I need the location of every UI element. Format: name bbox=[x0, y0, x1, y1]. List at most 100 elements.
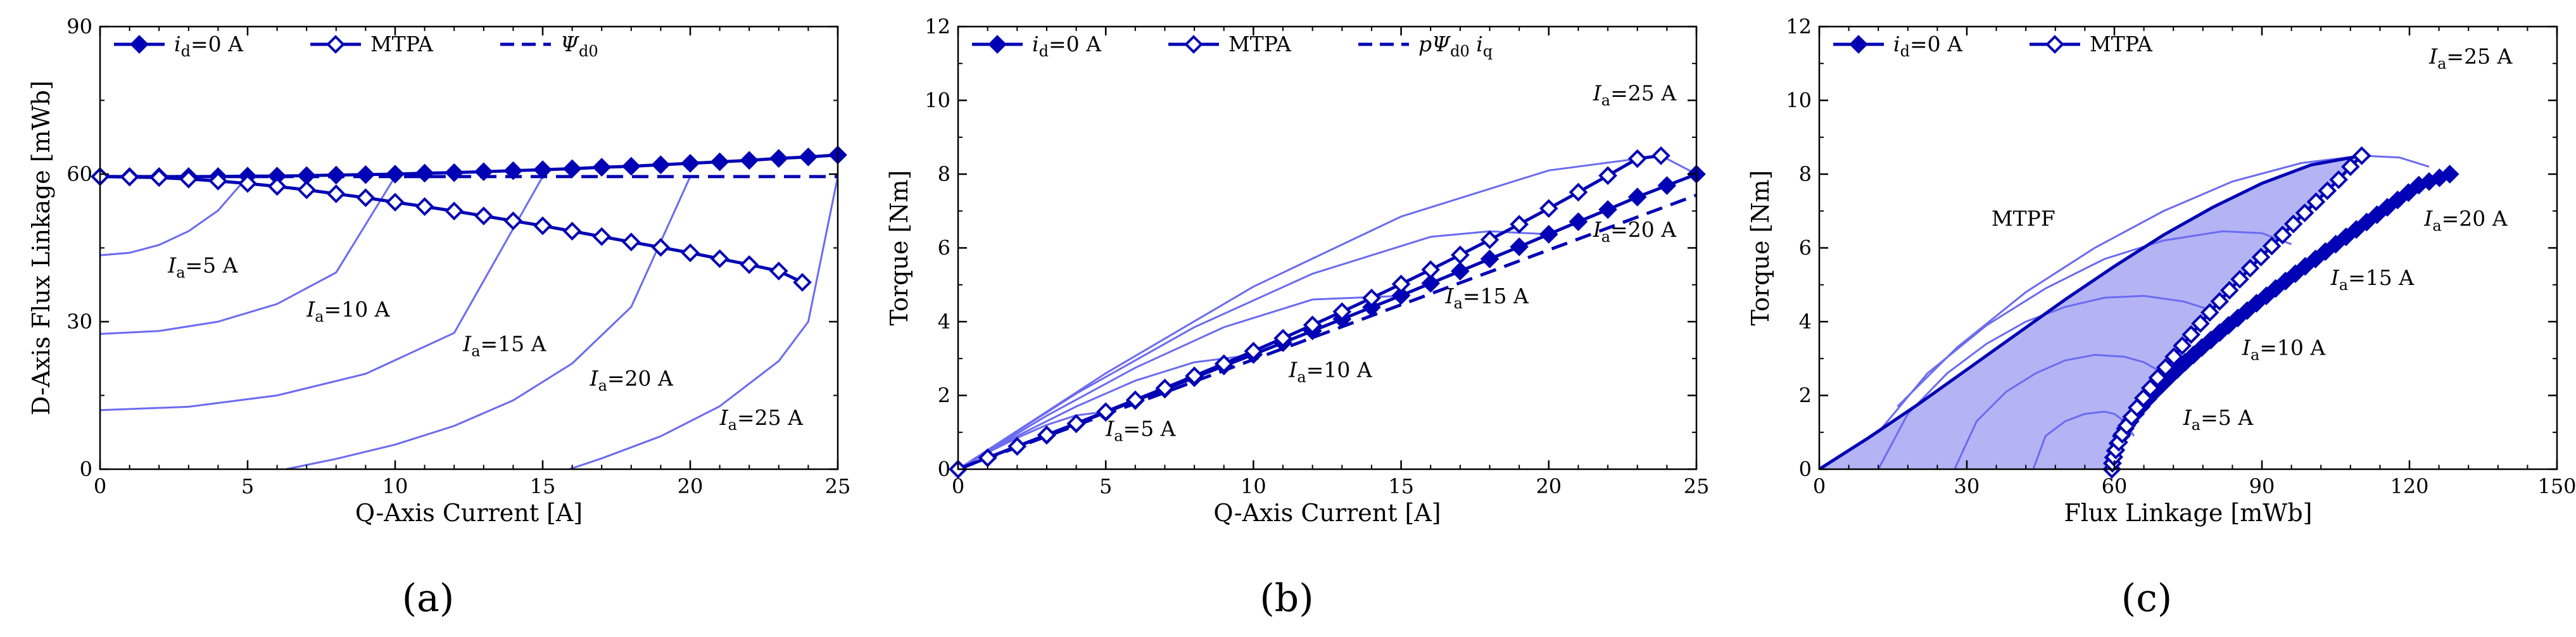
x-axis-label: Flux Linkage [mWb] bbox=[2064, 499, 2312, 527]
x-tick-label: 25 bbox=[1684, 474, 1710, 498]
legend-label: Ψd0 bbox=[560, 32, 598, 60]
data-point-marker bbox=[1510, 237, 1529, 256]
mtpf-region bbox=[1819, 155, 2362, 469]
panel-a-label: (a) bbox=[402, 576, 455, 621]
data-point-marker bbox=[1569, 182, 1588, 202]
data-point-marker bbox=[2440, 165, 2459, 184]
x-tick-label: 10 bbox=[1241, 474, 1266, 498]
panel-b-chart: 0 5 10 15 20 25 0 2 4 6 8 10 12 Q-Axis Current [A] Tor… bbox=[885, 15, 1709, 527]
data-point-marker bbox=[2219, 281, 2239, 300]
data-point-marker bbox=[2173, 336, 2192, 355]
y-axis-label: Torque [Nm] bbox=[885, 170, 913, 326]
data-point-marker bbox=[2388, 190, 2408, 210]
data-point-marker bbox=[415, 197, 434, 217]
data-point-marker bbox=[740, 255, 759, 274]
data-point-marker bbox=[267, 177, 287, 196]
y-tick-label: 90 bbox=[66, 15, 92, 39]
series-i-d-0-a bbox=[100, 153, 838, 179]
data-point-marker bbox=[1096, 402, 1116, 421]
series-mtpa bbox=[958, 154, 1662, 469]
x-tick-label: 15 bbox=[1388, 474, 1414, 498]
axes-frame bbox=[99, 25, 839, 470]
x-tick-label: 60 bbox=[2102, 474, 2128, 498]
annotation-i-a-10-a: Ia=10 A bbox=[1288, 357, 1372, 386]
data-point-marker bbox=[1185, 366, 1204, 386]
data-point-marker bbox=[356, 188, 376, 208]
x-axis-label: Q-Axis Current [A] bbox=[1213, 499, 1441, 527]
x-tick-label: 0 bbox=[94, 474, 106, 498]
data-point-marker bbox=[769, 262, 788, 281]
data-point-marker bbox=[386, 165, 405, 184]
y-tick-label: 4 bbox=[938, 310, 950, 334]
data-point-marker bbox=[445, 201, 464, 221]
y-tick-label: 10 bbox=[925, 89, 950, 113]
data-point-marker bbox=[2367, 205, 2387, 224]
legend-label: id=0 A bbox=[1032, 32, 1102, 60]
x-tick-label: 120 bbox=[2390, 474, 2428, 498]
x-tick-label: 5 bbox=[1099, 474, 1112, 498]
data-point-marker bbox=[2347, 220, 2366, 239]
annotation-i-a-25-a: Ia=25 A bbox=[719, 405, 804, 434]
data-point-marker bbox=[2295, 256, 2315, 276]
legend-entry: MTPA bbox=[310, 32, 434, 56]
annotation-i-a-20-a: Ia=20 A bbox=[2423, 206, 2508, 235]
data-point-marker bbox=[2191, 314, 2210, 333]
data-point-marker bbox=[1627, 187, 1647, 206]
data-point-marker bbox=[1451, 262, 1470, 281]
annotation-i-a-15-a: Ia=15 A bbox=[462, 332, 546, 360]
data-point-marker bbox=[651, 237, 671, 257]
data-point-marker bbox=[2306, 192, 2326, 211]
data-point-marker bbox=[1627, 149, 1647, 168]
data-point-marker bbox=[2329, 170, 2348, 189]
legend-entry: id=0 A bbox=[972, 32, 1102, 60]
y-tick-label: 12 bbox=[1786, 15, 1812, 39]
annotation-i-a-20-a: Ia=20 A bbox=[590, 366, 674, 394]
data-point-marker bbox=[1332, 302, 1352, 322]
legend-entry: Ψd0 bbox=[500, 32, 598, 60]
y-axis-label: D-Axis Flux Linkage [mWb] bbox=[27, 80, 55, 415]
data-point-marker bbox=[1480, 249, 1500, 268]
data-point-marker bbox=[2283, 214, 2303, 234]
data-point-marker bbox=[1569, 212, 1588, 231]
data-point-marker bbox=[1391, 286, 1411, 305]
y-tick-label: 6 bbox=[1799, 236, 1812, 260]
contour-i-a-10-a bbox=[958, 353, 1254, 469]
x-tick-label: 90 bbox=[2249, 474, 2275, 498]
data-point-marker bbox=[503, 211, 523, 230]
data-point-marker bbox=[1651, 146, 1670, 165]
data-point-marker bbox=[533, 216, 552, 236]
data-point-marker bbox=[2357, 212, 2377, 232]
data-point-marker bbox=[1451, 245, 1470, 265]
legend-label: MTPA bbox=[370, 32, 434, 56]
legend-label: MTPA bbox=[1228, 32, 1292, 56]
data-point-marker bbox=[1066, 413, 1086, 433]
data-point-marker bbox=[2340, 157, 2360, 177]
data-point-marker bbox=[2210, 292, 2230, 311]
annotation-i-a-5-a: Ia=5 A bbox=[167, 253, 238, 281]
data-point-marker bbox=[149, 168, 169, 187]
x-tick-label: 0 bbox=[952, 474, 964, 498]
data-point-marker bbox=[2295, 203, 2314, 222]
x-tick-label: 20 bbox=[1536, 474, 1562, 498]
data-point-marker bbox=[2336, 227, 2356, 246]
data-point-marker bbox=[1539, 225, 1558, 244]
data-point-marker bbox=[621, 232, 641, 252]
contour-i-a-25-a bbox=[1897, 155, 2430, 408]
contour-i-a-10-a bbox=[1954, 353, 2164, 469]
panel-b-label: (b) bbox=[1260, 576, 1313, 621]
annotation-i-a-20-a: Ia=20 A bbox=[1593, 217, 1677, 246]
data-point-marker bbox=[592, 158, 612, 177]
data-point-marker bbox=[1657, 176, 1677, 195]
legend-label: id=0 A bbox=[174, 32, 244, 60]
data-point-marker bbox=[562, 222, 582, 241]
data-point-marker bbox=[238, 173, 257, 193]
data-point-marker bbox=[2262, 236, 2282, 256]
data-point-marker bbox=[2378, 198, 2397, 217]
data-point-marker bbox=[1303, 315, 1322, 335]
x-axis-label: Q-Axis Current [A] bbox=[355, 499, 583, 527]
data-point-marker bbox=[445, 163, 464, 182]
legend-label: id=0 A bbox=[1893, 32, 1963, 60]
legend-entry: id=0 A bbox=[1833, 32, 1963, 60]
contour-i-a-15-a bbox=[958, 294, 1401, 469]
data-point-marker bbox=[2148, 368, 2168, 388]
